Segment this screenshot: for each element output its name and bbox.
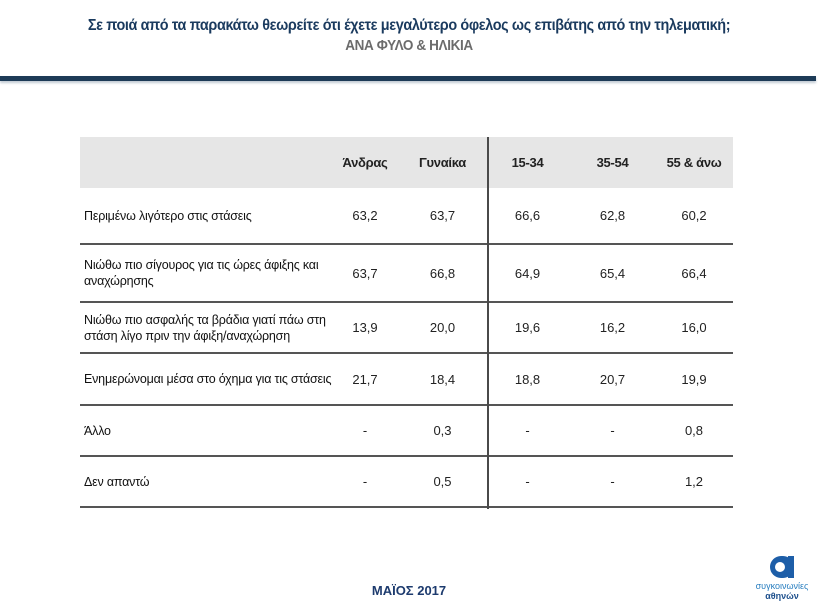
row-label: Νιώθω πιο ασφαλής τα βράδια γιατί πάω στ… xyxy=(84,312,326,343)
row-label: Ενημερώνομαι μέσα στο όχημα για τις στάσ… xyxy=(84,372,332,386)
cell-value: 64,9 xyxy=(514,265,541,281)
company-logo: συγκοινωνίες αθηνών xyxy=(748,555,816,613)
cell-value: 20,7 xyxy=(599,371,626,387)
table-row: Άλλο - 0,3 - - 0,8 xyxy=(80,406,733,457)
cell-value: 13,9 xyxy=(352,320,378,335)
cell-value: 66,8 xyxy=(429,265,456,281)
cell-value: - xyxy=(610,423,615,438)
cell-value: - xyxy=(610,474,615,489)
page-subtitle: ΑΝΑ ΦΥΛΟ & ΗΛΙΚΙΑ xyxy=(345,37,473,54)
cell-value: - xyxy=(362,423,368,438)
report-date: ΜΑΪΟΣ 2017 xyxy=(371,583,447,598)
cell-value: 20,0 xyxy=(429,320,456,335)
logo-text-line1: συγκοινωνίες xyxy=(755,581,809,591)
table-row: Περιμένω λιγότερο στις στάσεις 63,2 63,7… xyxy=(80,188,733,245)
column-header-age-55-plus: 55 & άνω xyxy=(666,155,722,170)
table-row: Νιώθω πιο ασφαλής τα βράδια γιατί πάω στ… xyxy=(80,303,733,354)
cell-value: 0,5 xyxy=(433,474,452,489)
cell-value: 16,2 xyxy=(599,320,626,335)
cell-value: 19,9 xyxy=(681,371,707,387)
row-label: Νιώθω πιο σίγουρος για τις ώρες άφιξης κ… xyxy=(84,258,319,288)
table-row: Δεν απαντώ - 0,5 - - 1,2 xyxy=(80,457,733,508)
cell-value: - xyxy=(525,423,530,438)
row-label: Δεν απαντώ xyxy=(84,474,150,489)
cell-value: 16,0 xyxy=(681,320,707,335)
cell-value: 62,8 xyxy=(599,208,626,223)
cell-value: 63,2 xyxy=(352,208,378,223)
column-header-female: Γυναίκα xyxy=(419,155,466,170)
cell-value: 63,7 xyxy=(352,265,378,281)
row-label: Άλλο xyxy=(84,423,111,438)
cell-value: 66,4 xyxy=(681,265,707,281)
column-header-male: Άνδρας xyxy=(342,155,388,170)
table-row: Νιώθω πιο σίγουρος για τις ώρες άφιξης κ… xyxy=(80,245,733,303)
header-divider xyxy=(0,76,816,81)
cell-value: 19,6 xyxy=(514,320,541,335)
page-title: Σε ποιά από τα παρακάτω θεωρείτε ότι έχε… xyxy=(87,17,731,34)
cell-value: 63,7 xyxy=(429,208,456,223)
cell-value: - xyxy=(525,474,530,489)
cell-value: 60,2 xyxy=(681,208,707,223)
column-group-divider xyxy=(487,137,489,509)
cell-value: 1,2 xyxy=(684,474,704,489)
table-header: Άνδρας Γυναίκα 15-34 35-54 55 & άνω xyxy=(80,137,733,188)
logo-text-line2: αθηνών xyxy=(765,591,799,601)
cell-value: 21,7 xyxy=(352,371,378,387)
cell-value: 0,8 xyxy=(684,423,704,438)
table-row: Ενημερώνομαι μέσα στο όχημα για τις στάσ… xyxy=(80,354,733,406)
row-label: Περιμένω λιγότερο στις στάσεις xyxy=(84,208,252,223)
cell-value: - xyxy=(362,474,368,489)
cell-value: 66,6 xyxy=(514,208,541,223)
cell-value: 18,4 xyxy=(429,371,456,387)
column-header-age-35-54: 35-54 xyxy=(596,155,629,170)
column-header-age-15-34: 15-34 xyxy=(511,155,544,170)
alpha-logo-icon xyxy=(768,555,796,579)
cell-value: 0,3 xyxy=(433,423,452,438)
cell-value: 18,8 xyxy=(514,371,541,387)
cell-value: 65,4 xyxy=(599,265,626,281)
